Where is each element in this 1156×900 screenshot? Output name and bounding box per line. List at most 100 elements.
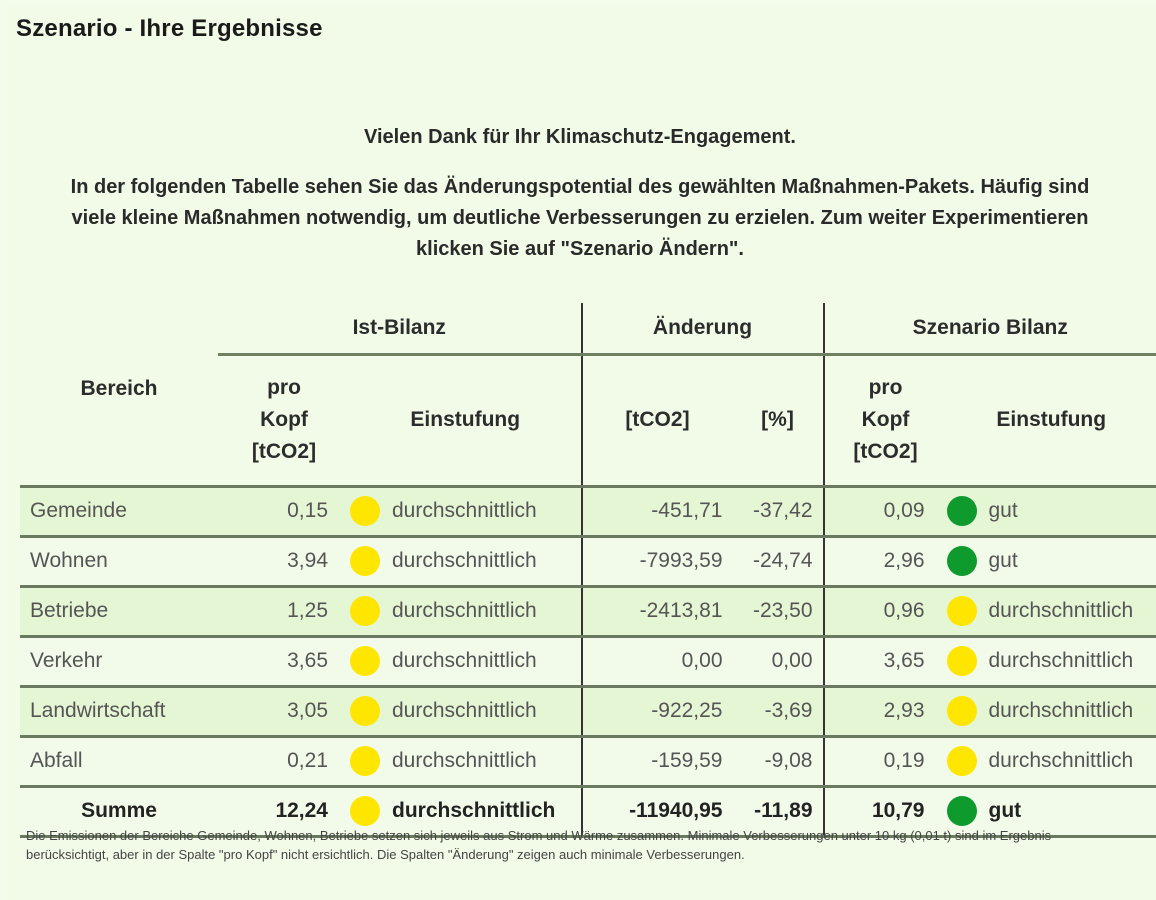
rating-label: gut (988, 549, 1018, 572)
cell-ist-pro-kopf: 0,21 (218, 734, 350, 786)
cell-sz-einstufung: gut (946, 784, 1156, 838)
intro-description: In der folgenden Tabelle sehen Sie das Ä… (70, 176, 1090, 260)
col-header-line: Kopf (260, 408, 308, 432)
cell-ist-pro-kopf: 3,94 (218, 534, 350, 586)
cell-bereich: Wohnen (20, 534, 218, 586)
cell-sz-pro-kopf: 0,96 (822, 584, 947, 636)
cell-bereich: Betriebe (20, 584, 218, 636)
yellow-status-dot-icon (350, 796, 380, 826)
col-header-delta-pct: [%] (732, 353, 824, 486)
cell-sz-einstufung: gut (946, 484, 1156, 536)
cell-delta-pct: -3,69 (732, 684, 824, 736)
cell-ist-einstufung: durchschnittlich (350, 584, 582, 636)
table-row: Betriebe 1,25 durchschnittlich -2413,81 -23,… (20, 584, 1156, 636)
cell-sz-pro-kopf: 3,65 (822, 634, 947, 686)
thanks-message: Vielen Dank für Ihr Klimaschutz-Engageme… (364, 126, 796, 148)
cell-delta-pct: 0,00 (732, 634, 824, 686)
cell-delta-pct: -9,08 (732, 734, 824, 786)
rating-label: durchschnittlich (988, 749, 1134, 772)
cell-sz-einstufung: durchschnittlich (946, 734, 1156, 786)
col-header-ist-einstufung: Einstufung (350, 353, 582, 486)
cell-delta-pct: -11,89 (732, 784, 824, 838)
cell-ist-pro-kopf: 0,15 (218, 484, 350, 536)
cell-ist-einstufung: durchschnittlich (350, 684, 582, 736)
cell-delta-pct: -24,74 (732, 534, 824, 586)
table-row: Gemeinde 0,15 durchschnittlich -451,71 -37,4… (20, 484, 1156, 536)
cell-bereich: Verkehr (20, 634, 218, 686)
table-row: Landwirtschaft 3,05 durchschnittlich -922,2… (20, 684, 1156, 736)
group-header-change: Änderung (580, 303, 824, 355)
cell-sz-einstufung: durchschnittlich (946, 584, 1156, 636)
cell-ist-pro-kopf: 3,05 (218, 684, 350, 736)
col-header-line: [tCO2] (251, 440, 317, 464)
col-header-line: pro (267, 376, 301, 400)
rating-label: durchschnittlich (392, 749, 537, 772)
yellow-status-dot-icon (350, 546, 380, 576)
yellow-status-dot-icon (946, 696, 977, 726)
yellow-status-dot-icon (350, 596, 380, 626)
cell-delta-tco2: 0,00 (580, 634, 733, 686)
green-status-dot-icon (946, 546, 977, 576)
rating-label: gut (988, 799, 1022, 822)
rating-label: durchschnittlich (392, 649, 537, 672)
cell-sz-einstufung: gut (946, 534, 1156, 586)
col-header-ist-kopf: pro Kopf [tCO2] (218, 353, 350, 486)
cell-sz-einstufung: durchschnittlich (946, 634, 1156, 686)
header-spacer (20, 303, 218, 355)
table-row: Wohnen 3,94 durchschnittlich -7993,59 -24,74… (20, 534, 1156, 586)
green-status-dot-icon (946, 796, 977, 826)
rating-label: gut (988, 499, 1018, 522)
green-status-dot-icon (946, 496, 977, 526)
cell-sz-pro-kopf: 10,79 (822, 784, 947, 838)
cell-sz-einstufung: durchschnittlich (946, 684, 1156, 736)
yellow-status-dot-icon (946, 746, 977, 776)
col-header-line: pro (868, 376, 903, 400)
cell-ist-einstufung: durchschnittlich (350, 734, 582, 786)
rating-label: durchschnittlich (392, 549, 537, 572)
rating-label: durchschnittlich (392, 699, 537, 722)
col-header-bereich: Bereich (80, 376, 158, 400)
group-header-ist: Ist-Bilanz (352, 316, 446, 339)
rating-label: durchschnittlich (392, 499, 537, 522)
yellow-status-dot-icon (350, 646, 380, 676)
cell-delta-tco2: -7993,59 (580, 534, 733, 586)
cell-delta-pct: -23,50 (732, 584, 824, 636)
cell-delta-tco2: -11940,95 (580, 784, 733, 838)
col-header-sz-kopf: pro Kopf [tCO2] (822, 353, 947, 486)
cell-bereich: Landwirtschaft (20, 684, 218, 736)
results-table: Ist-Bilanz Änderung Szenario Bilanz Bere… (20, 303, 1156, 838)
cell-delta-tco2: -2413,81 (580, 584, 733, 636)
yellow-status-dot-icon (946, 596, 977, 626)
cell-bereich: Abfall (20, 734, 218, 786)
footnote: Die Emissionen der Bereiche Gemeinde, Wo… (26, 828, 1052, 862)
cell-ist-einstufung: durchschnittlich (350, 484, 582, 536)
group-header-scenario: Szenario Bilanz (822, 303, 1156, 355)
cell-ist-einstufung: durchschnittlich (350, 534, 582, 586)
rating-label: durchschnittlich (988, 599, 1134, 622)
cell-bereich: Gemeinde (20, 484, 218, 536)
rating-label: durchschnittlich (392, 799, 556, 822)
cell-ist-einstufung: durchschnittlich (350, 634, 582, 686)
col-header-line: [tCO2] (853, 440, 918, 464)
cell-sz-pro-kopf: 2,93 (822, 684, 947, 736)
col-header-delta-tco2: [tCO2] (580, 353, 733, 486)
yellow-status-dot-icon (350, 496, 380, 526)
cell-ist-pro-kopf: 3,65 (218, 634, 350, 686)
cell-delta-pct: -37,42 (732, 484, 824, 536)
rating-label: durchschnittlich (988, 699, 1134, 722)
cell-ist-einstufung: durchschnittlich (350, 784, 582, 838)
table-row: Verkehr 3,65 durchschnittlich 0,00 0,00 3,65 d… (20, 634, 1156, 686)
page-title: Szenario - Ihre Ergebnisse (16, 15, 323, 42)
cell-delta-tco2: -159,59 (580, 734, 733, 786)
cell-sz-pro-kopf: 2,96 (822, 534, 947, 586)
cell-ist-pro-kopf: 12,24 (218, 784, 350, 838)
cell-ist-pro-kopf: 1,25 (218, 584, 350, 636)
rating-label: durchschnittlich (392, 599, 537, 622)
cell-delta-tco2: -922,25 (580, 684, 733, 736)
cell-delta-tco2: -451,71 (580, 484, 733, 536)
cell-sz-pro-kopf: 0,19 (822, 734, 947, 786)
col-header-sz-einstufung: Einstufung (946, 353, 1156, 486)
table-row-sum: Summe 12,24 durchschnittlich -11940,95 -11,8… (20, 784, 1156, 838)
yellow-status-dot-icon (350, 746, 380, 776)
cell-sz-pro-kopf: 0,09 (822, 484, 947, 536)
